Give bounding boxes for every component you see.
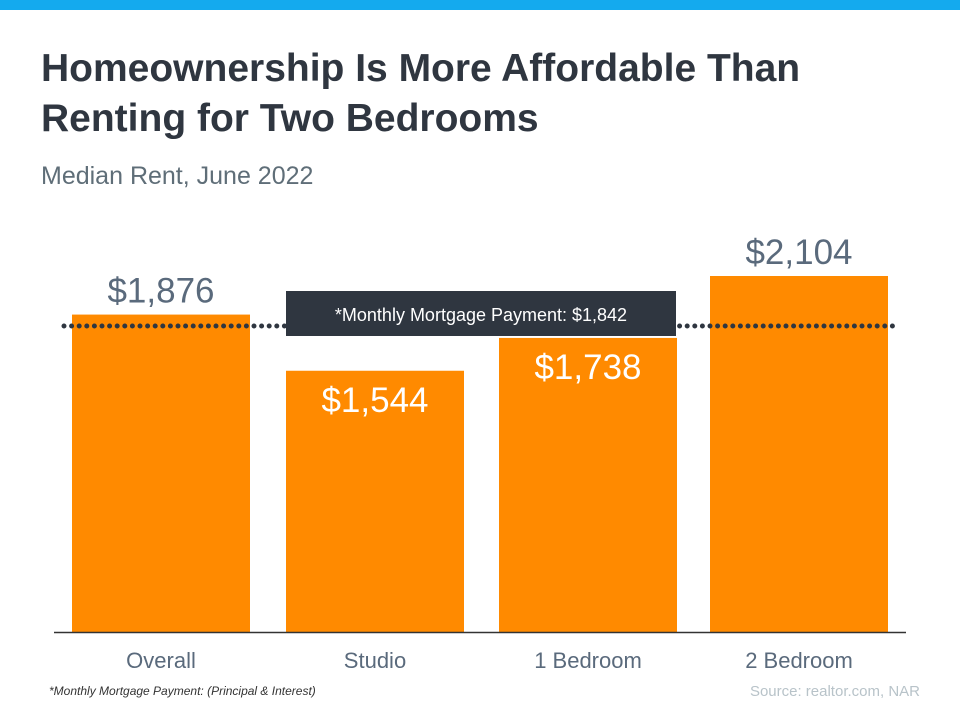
value-label: $1,876: [107, 272, 214, 311]
mortgage-callout-label: *Monthly Mortgage Payment: $1,842: [335, 305, 627, 325]
value-label: $2,104: [745, 233, 852, 272]
value-label: $1,544: [321, 381, 428, 420]
bar-2-bedroom: [710, 276, 888, 632]
title-line-1: Homeownership Is More Affordable Than: [41, 47, 801, 90]
x-tick-label: Overall: [126, 648, 196, 673]
source-note: Source: realtor.com, NAR: [749, 683, 920, 700]
chart-subtitle: Median Rent, June 2022: [41, 162, 314, 190]
footnote: *Monthly Mortgage Payment: (Principal & …: [49, 684, 316, 698]
value-label: $1,738: [534, 348, 641, 387]
x-tick-label: Studio: [344, 648, 406, 673]
title-line-2: Renting for Two Bedrooms: [41, 97, 539, 140]
mortgage-callout-box: [286, 291, 676, 336]
bar-overall: [72, 314, 250, 632]
chart-title: Homeownership Is More Affordable Than Ren…: [41, 44, 800, 144]
x-tick-label: 1 Bedroom: [534, 648, 642, 673]
bar-1-bedroom: [499, 337, 677, 632]
top-accent-bar: [0, 0, 960, 10]
bar-studio: [286, 370, 464, 632]
x-tick-label: 2 Bedroom: [745, 648, 853, 673]
